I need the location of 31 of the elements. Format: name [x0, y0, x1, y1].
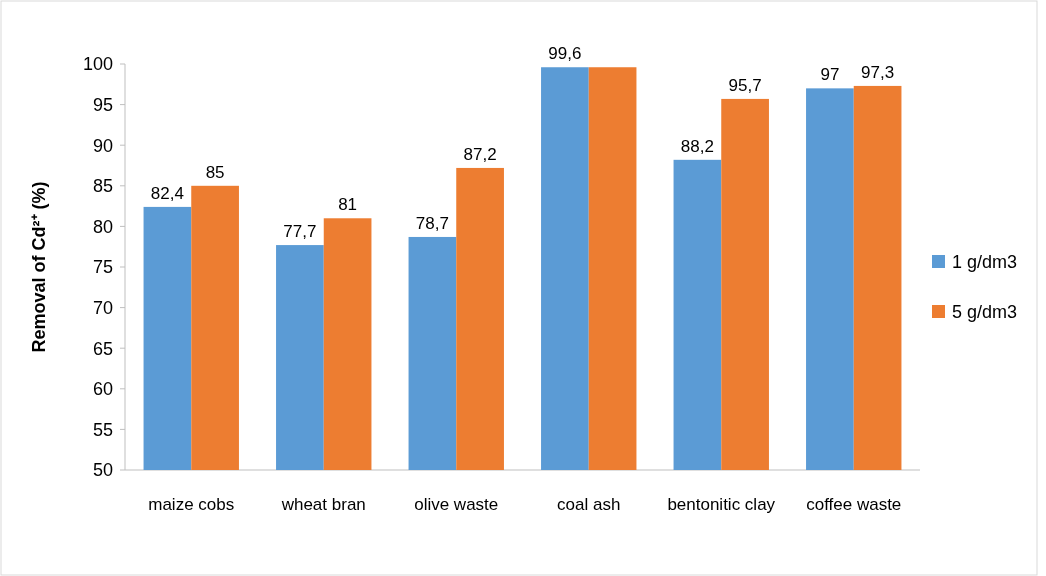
x-tick-label: bentonitic clay [667, 495, 776, 514]
y-tick-label: 55 [92, 419, 113, 440]
x-tick-label: maize cobs [148, 495, 235, 514]
data-label: 99,6 [548, 44, 582, 64]
y-tick-label: 100 [82, 54, 113, 75]
data-label: 95,7 [728, 75, 762, 95]
x-tick-label: wheat bran [280, 495, 366, 514]
y-tick-label: 50 [92, 460, 113, 481]
data-label: 81 [338, 195, 358, 215]
data-label: 88,2 [680, 136, 714, 156]
x-tick-label: coffee waste [806, 495, 902, 514]
x-tick-label: coal ash [557, 495, 621, 514]
data-label: 97,3 [861, 62, 895, 82]
y-tick-label: 70 [92, 297, 113, 318]
data-label: 82,4 [150, 183, 184, 203]
legend-label: 1 g/dm3 [952, 252, 1018, 273]
y-tick-label: 80 [92, 216, 113, 237]
data-label: 85 [205, 162, 225, 182]
y-tick-label: 65 [92, 338, 113, 359]
data-label: 97 [820, 65, 840, 85]
y-tick-label: 60 [92, 379, 113, 400]
x-tick-label: olive waste [414, 495, 499, 514]
y-tick-label: 95 [92, 94, 113, 115]
legend-label: 5 g/dm3 [952, 302, 1018, 323]
y-tick-label: 85 [92, 176, 113, 197]
data-label: 77,7 [283, 222, 317, 242]
y-tick-label: 75 [92, 257, 113, 278]
y-axis-title: Removal of Cd²⁺ (%) [29, 181, 49, 353]
y-tick-label: 90 [92, 135, 113, 156]
data-label: 87,2 [463, 144, 497, 164]
data-label: 78,7 [415, 213, 449, 233]
